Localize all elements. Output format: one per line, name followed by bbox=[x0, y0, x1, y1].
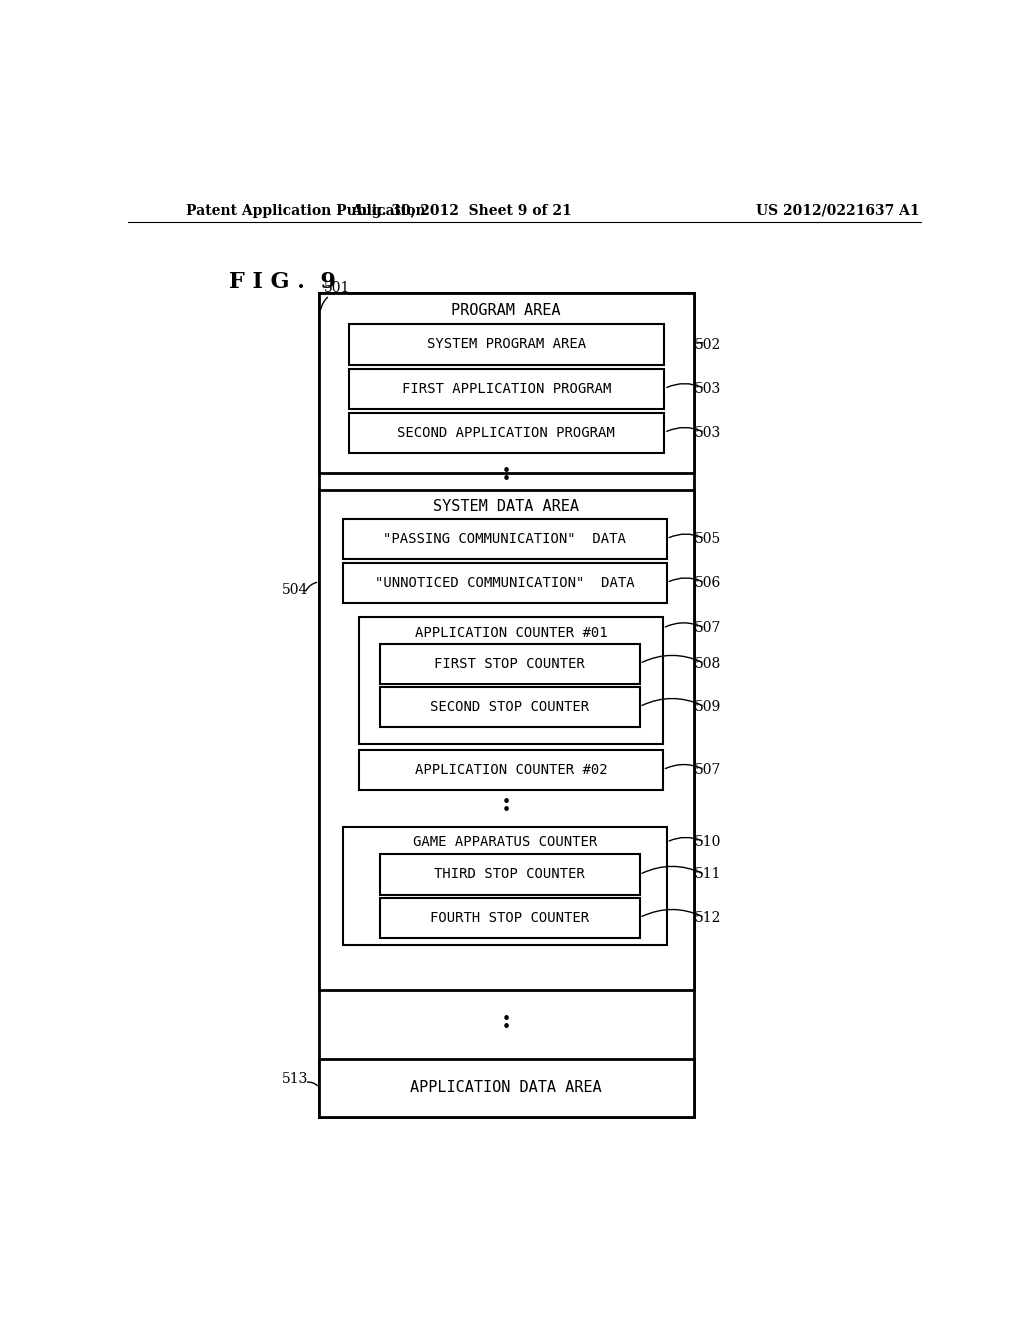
Text: Patent Application Publication: Patent Application Publication bbox=[186, 203, 426, 218]
Bar bbox=[359, 750, 663, 789]
Text: "PASSING COMMUNICATION"  DATA: "PASSING COMMUNICATION" DATA bbox=[383, 532, 626, 545]
Text: APPLICATION DATA AREA: APPLICATION DATA AREA bbox=[411, 1080, 602, 1096]
Text: 501: 501 bbox=[324, 281, 350, 294]
Text: FIRST STOP COUNTER: FIRST STOP COUNTER bbox=[434, 656, 585, 671]
Bar bbox=[380, 686, 640, 726]
Text: 502: 502 bbox=[694, 338, 721, 351]
Bar bbox=[343, 519, 667, 558]
Text: FIRST APPLICATION PROGRAM: FIRST APPLICATION PROGRAM bbox=[401, 381, 611, 396]
Text: SYSTEM DATA AREA: SYSTEM DATA AREA bbox=[433, 499, 580, 513]
Text: 508: 508 bbox=[694, 657, 721, 672]
Bar bbox=[319, 293, 693, 473]
Bar bbox=[349, 368, 665, 409]
Bar bbox=[319, 490, 693, 990]
Text: SECOND STOP COUNTER: SECOND STOP COUNTER bbox=[430, 700, 589, 714]
Text: :: : bbox=[502, 461, 511, 484]
Text: 507: 507 bbox=[694, 622, 721, 635]
Text: F I G .  9: F I G . 9 bbox=[228, 271, 336, 293]
Text: 505: 505 bbox=[694, 532, 721, 545]
Text: FOURTH STOP COUNTER: FOURTH STOP COUNTER bbox=[430, 911, 589, 924]
Bar bbox=[343, 826, 667, 945]
Text: 510: 510 bbox=[694, 836, 721, 849]
Text: US 2012/0221637 A1: US 2012/0221637 A1 bbox=[756, 203, 920, 218]
Text: PROGRAM AREA: PROGRAM AREA bbox=[452, 302, 561, 318]
Text: :: : bbox=[502, 1008, 511, 1032]
Bar bbox=[319, 1059, 693, 1117]
Text: APPLICATION COUNTER #02: APPLICATION COUNTER #02 bbox=[415, 763, 607, 776]
Bar bbox=[319, 293, 693, 1117]
Bar bbox=[349, 323, 665, 364]
Text: 506: 506 bbox=[694, 576, 721, 590]
Bar bbox=[380, 854, 640, 895]
Bar bbox=[349, 412, 665, 453]
Text: 504: 504 bbox=[282, 582, 308, 597]
Text: Aug. 30, 2012  Sheet 9 of 21: Aug. 30, 2012 Sheet 9 of 21 bbox=[351, 203, 571, 218]
Text: GAME APPARATUS COUNTER: GAME APPARATUS COUNTER bbox=[413, 836, 597, 849]
Text: 511: 511 bbox=[694, 867, 721, 882]
Text: SECOND APPLICATION PROGRAM: SECOND APPLICATION PROGRAM bbox=[397, 425, 615, 440]
Text: SYSTEM PROGRAM AREA: SYSTEM PROGRAM AREA bbox=[427, 337, 586, 351]
Text: 509: 509 bbox=[694, 700, 721, 714]
Text: 503: 503 bbox=[694, 425, 721, 440]
Text: :: : bbox=[502, 792, 511, 816]
Bar bbox=[380, 644, 640, 684]
Text: 512: 512 bbox=[694, 911, 721, 924]
Text: "UNNOTICED COMMUNICATION"  DATA: "UNNOTICED COMMUNICATION" DATA bbox=[375, 576, 635, 590]
Bar bbox=[343, 562, 667, 603]
Text: 513: 513 bbox=[282, 1072, 308, 1085]
Text: THIRD STOP COUNTER: THIRD STOP COUNTER bbox=[434, 867, 585, 882]
Text: APPLICATION COUNTER #01: APPLICATION COUNTER #01 bbox=[415, 626, 607, 640]
Bar bbox=[359, 616, 663, 743]
Bar bbox=[380, 898, 640, 937]
Text: 503: 503 bbox=[694, 381, 721, 396]
Text: 507: 507 bbox=[694, 763, 721, 776]
